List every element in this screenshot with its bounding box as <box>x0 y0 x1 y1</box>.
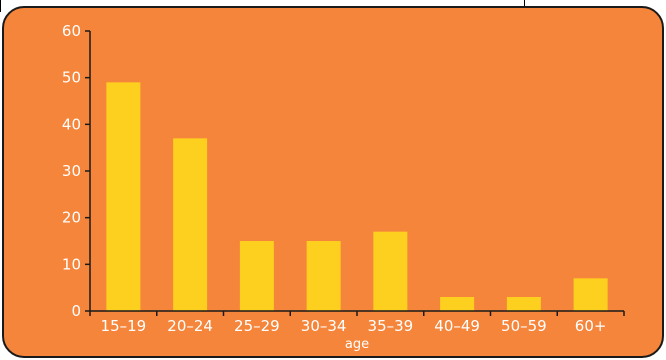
x-tick-label: 20–24 <box>167 317 213 335</box>
bar-0 <box>106 82 141 311</box>
y-tick-label: 30 <box>62 162 81 180</box>
bars-group <box>106 82 608 311</box>
bar-2 <box>239 241 274 311</box>
x-tick-label: 25–29 <box>234 317 280 335</box>
y-tick-label: 0 <box>71 302 81 320</box>
x-tick-label: 40–49 <box>434 317 480 335</box>
x-ticks-group: 15–19 20–24 25–29 30–34 35–39 40–49 50–59 60+ <box>89 311 625 335</box>
x-tick-label: 15–19 <box>101 317 147 335</box>
x-tick-label: 60+ <box>575 317 607 335</box>
x-axis-label: age <box>345 337 369 352</box>
bar-4 <box>373 231 408 311</box>
x-tick-label: 35–39 <box>368 317 414 335</box>
y-tick-label: 20 <box>62 209 81 227</box>
y-tick-label: 60 <box>62 22 81 40</box>
bar-6 <box>506 297 541 311</box>
x-tick-label: 50–59 <box>501 317 547 335</box>
bar-7 <box>573 278 608 311</box>
bar-3 <box>306 241 341 311</box>
axes-group <box>89 31 624 312</box>
y-tick-label: 40 <box>62 115 81 133</box>
bar-5 <box>440 297 475 311</box>
y-tick-label: 50 <box>62 69 81 87</box>
x-tick-label: 30–34 <box>301 317 347 335</box>
y-ticks-group: 0 10 20 30 40 50 60 <box>62 22 90 320</box>
bar-1 <box>173 138 208 311</box>
y-tick-label: 10 <box>62 255 81 273</box>
